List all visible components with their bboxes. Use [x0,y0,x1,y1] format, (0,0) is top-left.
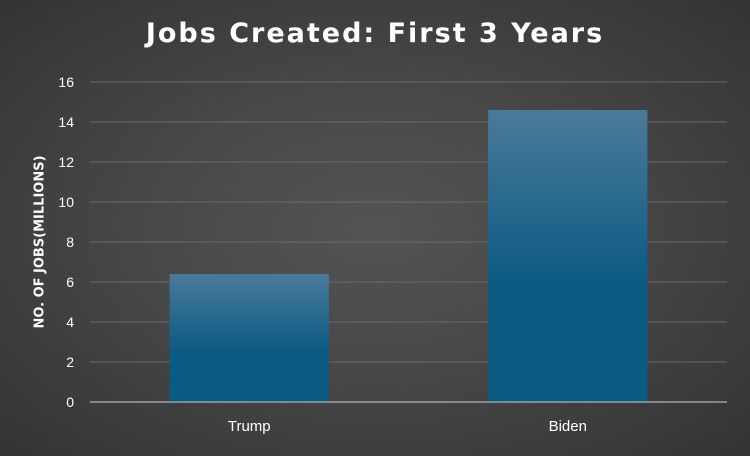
bar-trump [169,274,329,402]
y-axis-ticks: 0 2 4 6 8 10 12 14 16 [58,74,74,410]
chart-title: Jobs Created: First 3 Years [145,18,605,49]
x-category-label: Trump [228,418,271,435]
y-tick-label: 4 [66,314,74,330]
y-tick-label: 12 [58,154,74,170]
y-tick-label: 8 [66,234,74,250]
x-category-label: Biden [549,418,587,435]
y-tick-label: 6 [66,274,74,290]
y-tick-label: 14 [58,114,74,130]
bars [169,110,648,402]
y-tick-label: 16 [58,74,74,90]
y-tick-label: 2 [66,354,74,370]
y-tick-label: 10 [58,194,74,210]
x-axis-categories: Trump Biden [228,418,587,435]
y-tick-label: 0 [66,394,74,410]
bar-biden [488,110,648,402]
